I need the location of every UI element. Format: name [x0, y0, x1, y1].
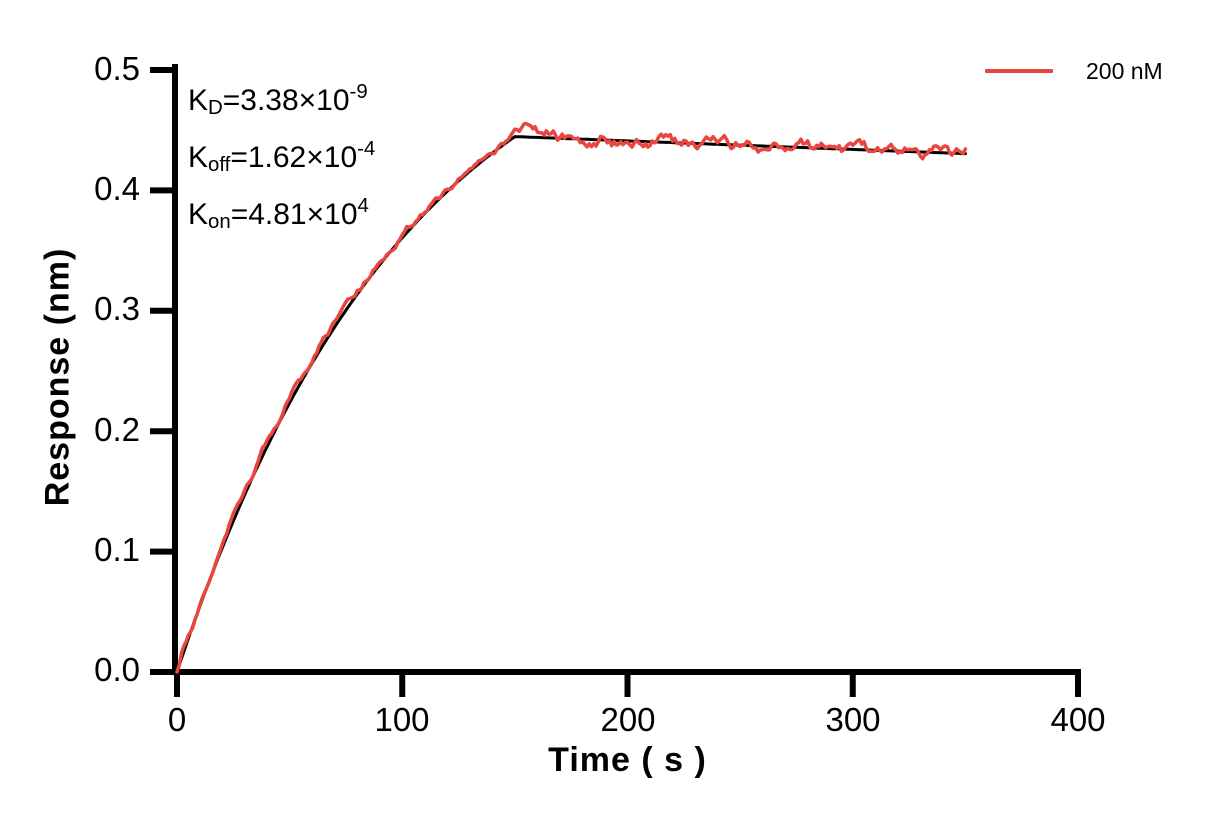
y-axis-title: Response (nm)	[38, 247, 77, 507]
x-tick-label: 100	[374, 701, 430, 738]
y-tick-label: 0.3	[94, 290, 140, 327]
y-tick-label: 0.0	[94, 651, 140, 688]
kd-annotation: KD=3.38×10-9	[188, 81, 368, 119]
y-tick-label: 0.1	[94, 531, 140, 568]
x-tick-label: 400	[1050, 701, 1106, 738]
legend-label: 200 nM	[1086, 58, 1163, 84]
x-tick-label: 200	[600, 701, 656, 738]
x-tick-marks	[174, 675, 1081, 697]
koff-annotation: Koff=1.62×10-4	[188, 137, 376, 176]
y-tick-marks	[150, 67, 172, 675]
x-axis-title: Time ( s )	[548, 741, 707, 779]
y-tick-label: 0.5	[94, 50, 140, 87]
legend: 200 nM	[985, 52, 1163, 90]
measured-curve	[175, 121, 968, 674]
y-tick-label: 0.2	[94, 411, 140, 448]
kinetics-annotations: KD=3.38×10-9 Koff=1.62×10-4 Kon=4.81×104	[188, 72, 375, 243]
kon-annotation: Kon=4.81×104	[188, 194, 369, 233]
y-tick-label: 0.4	[94, 170, 140, 207]
x-tick-label: 0	[167, 701, 187, 738]
x-tick-label: 300	[825, 701, 881, 738]
legend-line-swatch	[985, 69, 1053, 73]
